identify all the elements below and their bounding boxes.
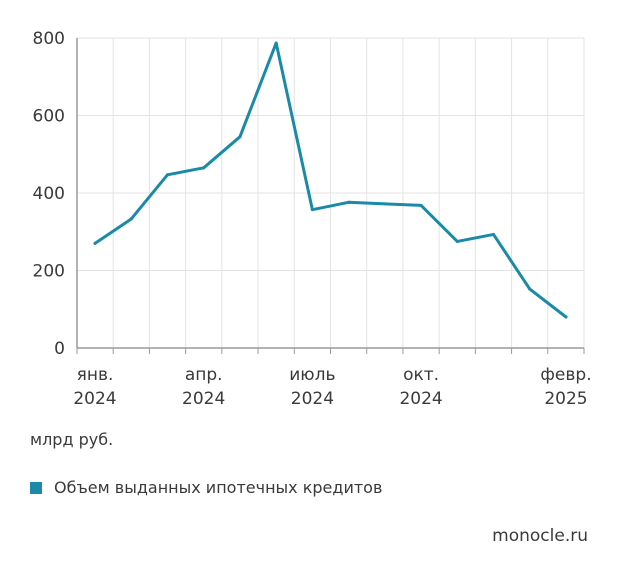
legend-swatch [30, 481, 42, 494]
data-point [274, 41, 278, 45]
x-tick-label-year: 2024 [399, 389, 442, 409]
y-tick-label: 200 [33, 262, 65, 282]
line-chart: 0 200 400 600 800 янв. 2024 апр. 2024 июль 2024 окт… [33, 29, 592, 409]
x-tick-label-year: 2024 [73, 389, 116, 409]
source-label: monocle.ru [492, 526, 588, 546]
data-point [528, 287, 532, 291]
data-point [129, 217, 133, 221]
data-point [202, 166, 206, 170]
x-tick-label-year: 2025 [544, 389, 587, 409]
y-tick-label: 800 [33, 29, 65, 49]
data-point [419, 203, 423, 207]
x-tick-label-month: февр. [540, 365, 591, 385]
data-point [383, 202, 387, 206]
legend: Объем выданных ипотечных кредитов [30, 478, 382, 497]
x-tick-label-month: окт. [403, 365, 439, 385]
x-tick-label-year: 2024 [182, 389, 225, 409]
data-point [492, 232, 496, 236]
y-tick-label: 400 [33, 184, 65, 204]
y-tick-label: 0 [54, 339, 65, 359]
x-tick-label-month: июль [289, 365, 335, 385]
x-tick-label-month: апр. [185, 365, 223, 385]
legend-label: Объем выданных ипотечных кредитов [54, 478, 383, 497]
y-tick-label: 600 [33, 107, 65, 127]
data-point [238, 135, 242, 139]
data-point [93, 241, 97, 245]
data-point [310, 208, 314, 212]
data-point [165, 173, 169, 177]
x-tick-label-year: 2024 [291, 389, 334, 409]
data-point [347, 200, 351, 204]
x-tick-label-month: янв. [77, 365, 114, 385]
unit-label: млрд руб. [30, 430, 114, 449]
data-point [564, 315, 568, 319]
series-line [93, 41, 568, 319]
data-point [455, 239, 459, 243]
